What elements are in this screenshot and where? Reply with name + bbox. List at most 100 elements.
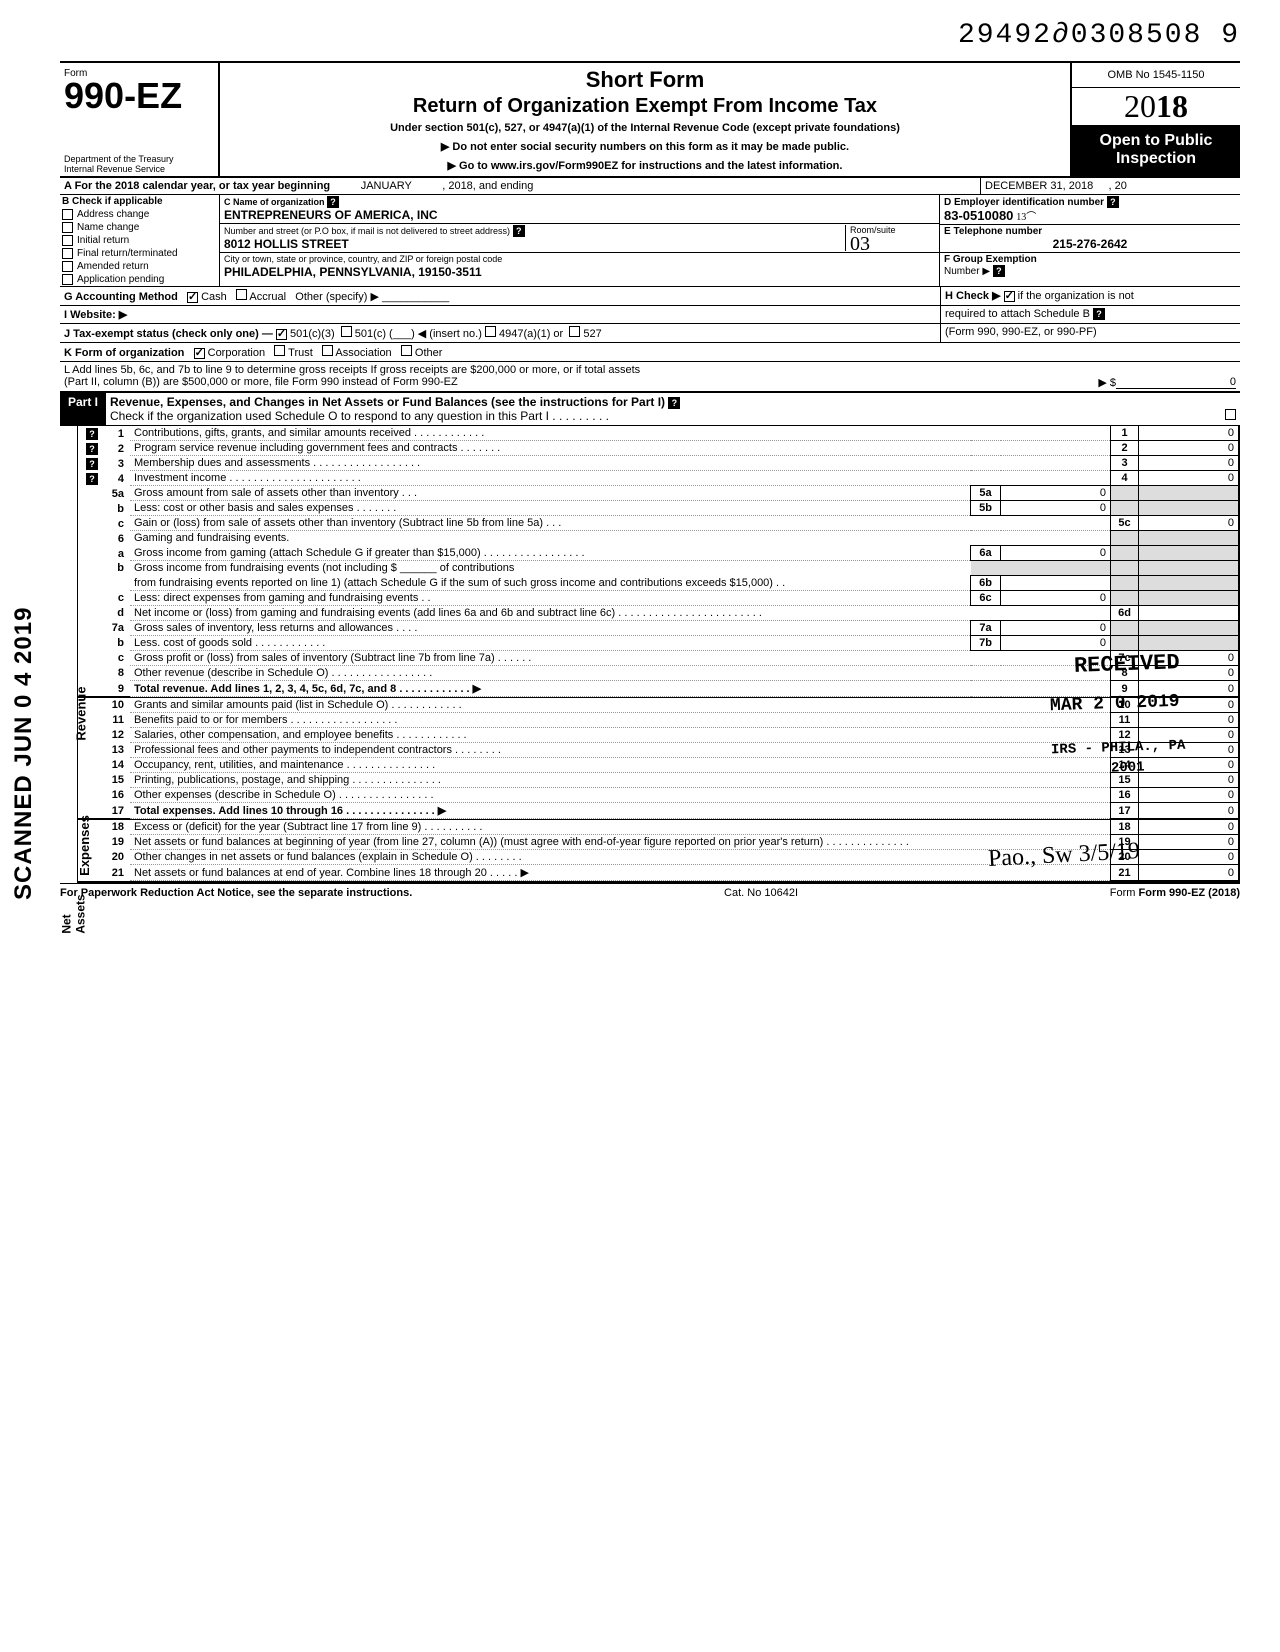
- section-b: B Check if applicable Address change Nam…: [60, 195, 220, 286]
- help-icon[interactable]: ?: [327, 196, 339, 208]
- part-1-header: Part I Revenue, Expenses, and Changes in…: [60, 393, 1240, 426]
- chk-final-return[interactable]: Final return/terminated: [60, 247, 219, 260]
- opt-assoc: Association: [335, 347, 391, 359]
- opt-corp: Corporation: [208, 347, 265, 359]
- line-7c: cGross profit or (loss) from sales of in…: [78, 650, 1239, 665]
- row-h: H Check ▶ if the organization is not: [940, 287, 1240, 305]
- row-a-right: DECEMBER 31, 2018 , 20: [980, 178, 1240, 194]
- line-5a: 5aGross amount from sale of assets other…: [78, 486, 1239, 501]
- checkbox-icon[interactable]: [62, 222, 73, 233]
- opt-trust: Trust: [288, 347, 313, 359]
- row-i: I Website: ▶: [60, 306, 940, 323]
- accrual-label: Accrual: [249, 291, 286, 303]
- dept-line-1: Department of the Treasury: [64, 154, 214, 164]
- help-icon[interactable]: ?: [86, 443, 98, 455]
- chk-initial-return[interactable]: Initial return: [60, 234, 219, 247]
- checkbox-icon[interactable]: [62, 209, 73, 220]
- checkbox-527[interactable]: [569, 326, 580, 337]
- group-exemption-row: F Group Exemption Number ▶ ?: [940, 253, 1240, 278]
- checkbox-h[interactable]: [1004, 291, 1015, 302]
- chk-address-change[interactable]: Address change: [60, 208, 219, 221]
- checkbox-501c3[interactable]: [276, 329, 287, 340]
- checkbox-other-org[interactable]: [401, 345, 412, 356]
- ein-label: D Employer identification number: [944, 197, 1104, 208]
- checkbox-cash[interactable]: [187, 292, 198, 303]
- help-icon[interactable]: ?: [1107, 196, 1119, 208]
- checkbox-corp[interactable]: [194, 348, 205, 359]
- address-row: Number and street (or P.O box, if mail i…: [220, 224, 939, 253]
- part-1-label: Part I: [60, 393, 106, 425]
- chk-application-pending[interactable]: Application pending: [60, 273, 219, 286]
- line-14: 14Occupancy, rent, utilities, and mainte…: [78, 757, 1239, 772]
- checkbox-4947[interactable]: [485, 326, 496, 337]
- l-value: 0: [1116, 376, 1236, 389]
- line-9-desc: Total revenue. Add lines 1, 2, 3, 4, 5c,…: [134, 683, 481, 695]
- k-label: K Form of organization: [64, 347, 184, 359]
- row-j: J Tax-exempt status (check only one) — 5…: [60, 324, 940, 342]
- chk-name-change[interactable]: Name change: [60, 221, 219, 234]
- help-icon[interactable]: ?: [668, 397, 680, 409]
- lines-container: Revenue ?1Contributions, gifts, grants, …: [60, 426, 1240, 698]
- j-label: J Tax-exempt status (check only one) —: [64, 328, 273, 340]
- help-icon[interactable]: ?: [86, 473, 98, 485]
- help-icon[interactable]: ?: [86, 458, 98, 470]
- side-labels-exp: Expenses: [60, 698, 78, 820]
- opt-501c3: 501(c)(3): [290, 328, 335, 340]
- netassets-side-label: Net Assets: [60, 894, 88, 933]
- line-6d: dNet income or (loss) from gaming and fu…: [78, 605, 1239, 620]
- checkbox-icon[interactable]: [62, 235, 73, 246]
- row-i-h2: I Website: ▶ required to attach Schedule…: [60, 306, 1240, 324]
- row-a-tax-year: A For the 2018 calendar year, or tax yea…: [60, 178, 1240, 195]
- help-icon[interactable]: ?: [993, 265, 1005, 277]
- opt-4947: 4947(a)(1) or: [499, 328, 563, 340]
- section-def: D Employer identification number ? 83-05…: [940, 195, 1240, 286]
- line-6c: cLess: direct expenses from gaming and f…: [78, 590, 1239, 605]
- checkbox-icon[interactable]: [62, 261, 73, 272]
- line-6: 6Gaming and fundraising events.: [78, 531, 1239, 546]
- side-labels: Revenue: [60, 426, 78, 698]
- help-icon[interactable]: ?: [513, 225, 525, 237]
- chk-amended-return[interactable]: Amended return: [60, 260, 219, 273]
- 6b-desc: Gross income from fundraising events (no…: [134, 562, 397, 574]
- line-2: ?2Program service revenue including gove…: [78, 441, 1239, 456]
- form-name-box: Form 990-EZ: [60, 63, 220, 144]
- chk-label: Address change: [77, 209, 149, 220]
- subtitle: Under section 501(c), 527, or 4947(a)(1)…: [230, 122, 1060, 134]
- checkbox-assoc[interactable]: [322, 345, 333, 356]
- part-1-title-text: Revenue, Expenses, and Changes in Net As…: [110, 395, 665, 409]
- warning-1: ▶ Do not enter social security numbers o…: [230, 140, 1060, 153]
- help-icon[interactable]: ?: [1093, 308, 1105, 320]
- opt-527: 527: [583, 328, 601, 340]
- l-text-2: (Part II, column (B)) are $500,000 or mo…: [64, 376, 1098, 389]
- help-icon[interactable]: ?: [86, 428, 98, 440]
- expenses-lines: 10Grants and similar amounts paid (list …: [78, 698, 1240, 820]
- checkbox-icon[interactable]: [62, 274, 73, 285]
- checkbox-accrual[interactable]: [236, 289, 247, 300]
- h-text-3: (Form 990, 990-EZ, or 990-PF): [945, 326, 1097, 338]
- begin-month: JANUARY: [361, 180, 412, 192]
- chk-label: Initial return: [77, 235, 129, 246]
- label-text: C Name of organization: [224, 197, 325, 207]
- checkbox-trust[interactable]: [274, 345, 285, 356]
- line-17: 17Total expenses. Add lines 10 through 1…: [78, 802, 1239, 818]
- footer-form: Form 990-EZ (2018): [1139, 887, 1240, 899]
- checkbox-501c[interactable]: [341, 326, 352, 337]
- right-header-box: OMB No 1545-1150 2018 Open to Public Ins…: [1070, 63, 1240, 176]
- row-a-suffix: , 20: [1109, 180, 1127, 192]
- side-labels-na: Net Assets: [60, 820, 78, 883]
- part-1-title: Revenue, Expenses, and Changes in Net As…: [106, 393, 1240, 425]
- phone-row: E Telephone number 215-276-2642: [940, 225, 1240, 253]
- open-line-2: Inspection: [1076, 150, 1236, 168]
- checkbox-icon[interactable]: [62, 248, 73, 259]
- opt-other-org: Other: [415, 347, 443, 359]
- open-line-1: Open to Public: [1076, 132, 1236, 150]
- checkbox-schedule-o[interactable]: [1225, 409, 1236, 420]
- line-1: ?1Contributions, gifts, grants, and simi…: [78, 426, 1239, 441]
- expenses-side-label: Expenses: [77, 815, 92, 876]
- scanned-stamp: SCANNED JUN 0 4 2019: [10, 607, 38, 900]
- line-15: 15Printing, publications, postage, and s…: [78, 772, 1239, 787]
- footer-right: Form Form 990-EZ (2018): [1110, 887, 1240, 899]
- line-9: 9Total revenue. Add lines 1, 2, 3, 4, 5c…: [78, 680, 1239, 696]
- main-title: Return of Organization Exempt From Incom…: [230, 95, 1060, 118]
- org-name-row: C Name of organization ? ENTREPRENEURS O…: [220, 195, 939, 224]
